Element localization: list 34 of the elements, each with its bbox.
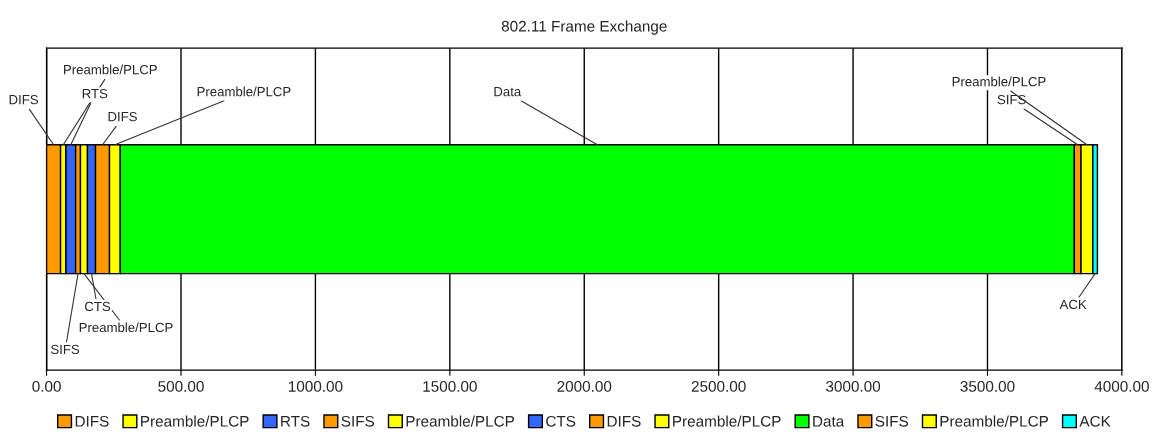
legend-label: Preamble/PLCP (940, 415, 1049, 427)
x-tick-label: 2000.00 (557, 381, 612, 392)
legend-label: SIFS (875, 415, 909, 427)
annotation: Preamble/PLCP (197, 86, 291, 97)
legend-label: RTS (281, 415, 310, 427)
legend-label: ACK (1079, 415, 1111, 427)
annotation: Data (494, 87, 522, 97)
annotation: DIFS (108, 111, 137, 122)
x-tick-label: 3500.00 (960, 381, 1015, 392)
legend-label: SIFS (341, 415, 375, 427)
annotation: Preamble/PLCP (79, 322, 173, 333)
annotation: ACK (1059, 299, 1087, 310)
x-tick-label: 0.00 (32, 381, 61, 392)
annotation: RTS (82, 88, 108, 99)
x-tick-label: 1500.00 (423, 381, 477, 392)
x-tick-label: 3000.00 (826, 381, 881, 392)
legend-label: DIFS (75, 415, 109, 427)
annotation: Preamble/PLCP (952, 76, 1046, 87)
legend-label: DIFS (607, 415, 641, 427)
annotation: SIFS (50, 344, 80, 355)
annotation: CTS (84, 301, 111, 312)
x-tick-label: 2500.00 (691, 381, 746, 392)
annotation: Preamble/PLCP (64, 64, 157, 75)
x-tick-label: 4000.00 (1094, 381, 1149, 392)
text: DIFS (9, 94, 39, 105)
x-tick-label: 1000.00 (288, 381, 343, 392)
annotation: SIFS (997, 94, 1026, 105)
legend-label: Preamble/PLCP (406, 415, 515, 427)
legend-label: Data (813, 416, 845, 427)
x-tick-label: 500.00 (158, 381, 204, 392)
chart-title: 802.11 Frame Exchange (501, 20, 667, 35)
legend-label: Preamble/PLCP (141, 415, 249, 427)
legend-label: CTS (546, 415, 576, 427)
legend-label: Preamble/PLCP (673, 415, 781, 427)
